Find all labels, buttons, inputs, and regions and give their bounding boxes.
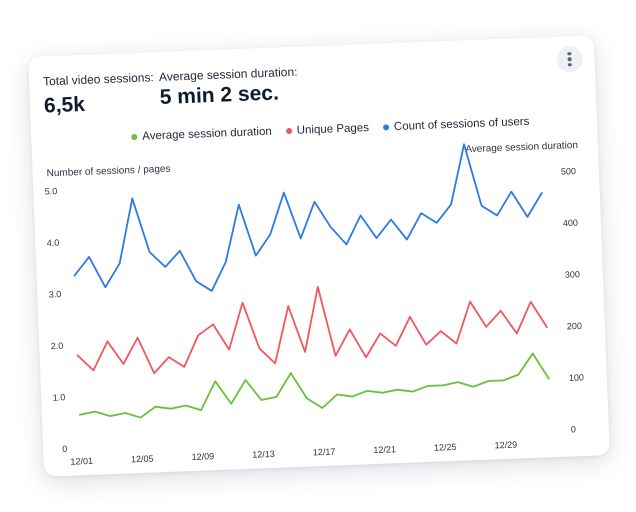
series-line-0 — [73, 143, 543, 292]
y-tick-label: 1.0 — [53, 392, 66, 402]
y-tick-label-right: 200 — [567, 321, 582, 332]
left-y-axis: 0 1.0 2.0 3.0 4.0 5.0 — [45, 186, 68, 454]
x-tick-label: 12/05 — [131, 454, 154, 465]
x-tick-label: 12/13 — [252, 449, 275, 460]
x-tick-label: 12/17 — [313, 447, 336, 458]
y-tick-label-right: 400 — [563, 218, 578, 229]
series-lines — [73, 143, 550, 419]
series-line-2 — [79, 352, 550, 419]
x-tick-label: 12/21 — [373, 444, 396, 455]
y-tick-label: 3.0 — [49, 289, 62, 299]
y-tick-label-right: 500 — [561, 166, 576, 177]
x-tick-label: 12/09 — [191, 451, 214, 462]
series-line-1 — [76, 285, 548, 375]
y-tick-label-right: 300 — [565, 269, 580, 280]
x-tick-label: 12/25 — [434, 442, 457, 453]
x-axis: 12/01 12/05 12/09 12/13 12/17 12/21 12/25 12/29 — [70, 440, 517, 467]
x-tick-label: 12/29 — [494, 440, 517, 451]
analytics-card: Total video sessions: 6,5k Average sessi… — [28, 35, 610, 477]
x-tick-label: 12/01 — [70, 456, 93, 467]
y-tick-label-right: 0 — [571, 424, 576, 434]
right-y-axis: 0 100 200 300 400 500 — [561, 166, 584, 434]
y-tick-label: 4.0 — [47, 238, 60, 248]
y-tick-label-right: 100 — [569, 372, 584, 383]
y-tick-label: 0 — [62, 444, 67, 454]
y-tick-label: 2.0 — [51, 341, 64, 351]
y-tick-label: 5.0 — [45, 186, 58, 196]
